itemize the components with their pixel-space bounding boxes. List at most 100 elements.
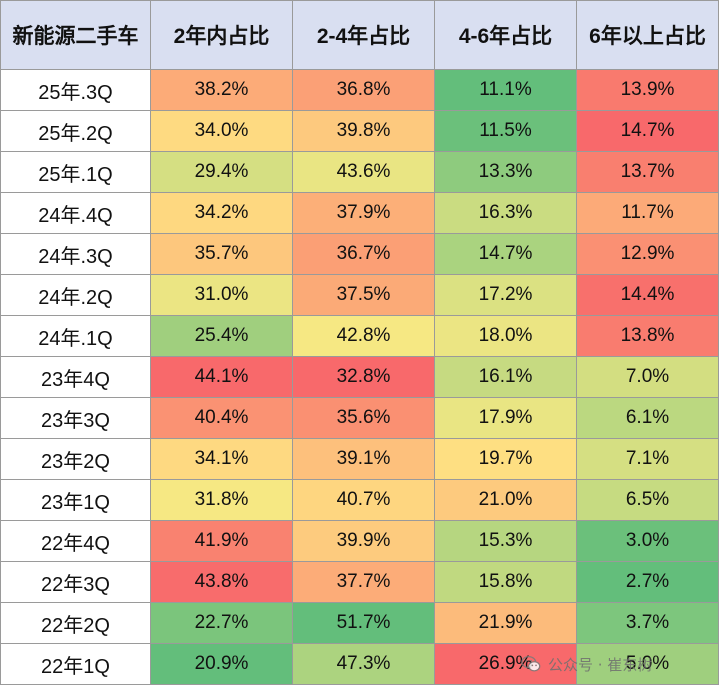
table-row: 23年4Q 44.1% 32.8% 16.1% 7.0%: [0, 356, 719, 398]
row-label: 22年4Q: [0, 520, 151, 562]
heat-cell: 19.7%: [434, 438, 577, 480]
heat-cell: 35.7%: [150, 233, 293, 275]
header-corner: 新能源二手车: [0, 0, 151, 70]
heat-cell: 29.4%: [150, 151, 293, 193]
heat-cell: 7.0%: [576, 356, 719, 398]
wechat-icon: [521, 656, 541, 672]
heat-cell: 3.0%: [576, 520, 719, 562]
row-label: 25年.3Q: [0, 69, 151, 111]
heat-cell: 15.3%: [434, 520, 577, 562]
heat-cell: 17.2%: [434, 274, 577, 316]
heat-cell: 43.8%: [150, 561, 293, 603]
heat-cell: 32.8%: [292, 356, 435, 398]
heat-cell: 40.7%: [292, 479, 435, 521]
row-label: 24年.3Q: [0, 233, 151, 275]
heat-cell: 13.3%: [434, 151, 577, 193]
table-row: 22年1Q 20.9% 47.3% 26.9% 5.0%: [0, 643, 719, 685]
row-label: 23年1Q: [0, 479, 151, 521]
heat-cell: 22.7%: [150, 602, 293, 644]
heat-cell: 36.7%: [292, 233, 435, 275]
column-header: 2-4年占比: [292, 0, 435, 70]
table-row: 22年2Q 22.7% 51.7% 21.9% 3.7%: [0, 602, 719, 644]
table-row: 24年.2Q 31.0% 37.5% 17.2% 14.4%: [0, 274, 719, 316]
watermark-text: 公众号 · 崔东树: [548, 655, 653, 674]
table-row: 22年4Q 41.9% 39.9% 15.3% 3.0%: [0, 520, 719, 562]
heat-cell: 20.9%: [150, 643, 293, 685]
heat-cell: 11.5%: [434, 110, 577, 152]
heat-cell: 13.8%: [576, 315, 719, 357]
watermark: 公众号 · 崔东树: [520, 651, 652, 677]
heat-cell: 11.1%: [434, 69, 577, 111]
heat-cell: 39.8%: [292, 110, 435, 152]
heat-cell: 34.0%: [150, 110, 293, 152]
row-label: 22年2Q: [0, 602, 151, 644]
heat-cell: 35.6%: [292, 397, 435, 439]
heat-cell: 13.9%: [576, 69, 719, 111]
heat-cell: 31.0%: [150, 274, 293, 316]
heat-cell: 11.7%: [576, 192, 719, 234]
heat-cell: 42.8%: [292, 315, 435, 357]
row-label: 23年4Q: [0, 356, 151, 398]
heat-cell: 7.1%: [576, 438, 719, 480]
heat-cell: 31.8%: [150, 479, 293, 521]
heat-cell: 37.9%: [292, 192, 435, 234]
table-row: 25年.2Q 34.0% 39.8% 11.5% 14.7%: [0, 110, 719, 152]
column-header: 6年以上占比: [576, 0, 719, 70]
heat-cell: 26.9%: [434, 643, 577, 685]
heat-cell: 5.0%: [576, 643, 719, 685]
heat-cell: 25.4%: [150, 315, 293, 357]
heat-cell: 37.5%: [292, 274, 435, 316]
row-label: 24年.1Q: [0, 315, 151, 357]
table-row: 24年.4Q 34.2% 37.9% 16.3% 11.7%: [0, 192, 719, 234]
table-row: 23年1Q 31.8% 40.7% 21.0% 6.5%: [0, 479, 719, 521]
table-row: 23年3Q 40.4% 35.6% 17.9% 6.1%: [0, 397, 719, 439]
heat-cell: 21.9%: [434, 602, 577, 644]
heat-cell: 16.3%: [434, 192, 577, 234]
heat-cell: 34.1%: [150, 438, 293, 480]
heat-cell: 14.7%: [434, 233, 577, 275]
column-header: 2年内占比: [150, 0, 293, 70]
row-label: 22年1Q: [0, 643, 151, 685]
heat-cell: 38.2%: [150, 69, 293, 111]
table-row: 24年.1Q 25.4% 42.8% 18.0% 13.8%: [0, 315, 719, 357]
heat-cell: 14.7%: [576, 110, 719, 152]
table-row: 25年.1Q 29.4% 43.6% 13.3% 13.7%: [0, 151, 719, 193]
heat-cell: 6.5%: [576, 479, 719, 521]
row-label: 25年.1Q: [0, 151, 151, 193]
heat-cell: 37.7%: [292, 561, 435, 603]
heat-cell: 12.9%: [576, 233, 719, 275]
table-row: 22年3Q 43.8% 37.7% 15.8% 2.7%: [0, 561, 719, 603]
heat-cell: 13.7%: [576, 151, 719, 193]
table-row: 23年2Q 34.1% 39.1% 19.7% 7.1%: [0, 438, 719, 480]
table-row: 24年.3Q 35.7% 36.7% 14.7% 12.9%: [0, 233, 719, 275]
row-label: 23年3Q: [0, 397, 151, 439]
column-header: 4-6年占比: [434, 0, 577, 70]
header-row: 新能源二手车 2年内占比 2-4年占比 4-6年占比 6年以上占比: [0, 0, 719, 70]
row-label: 22年3Q: [0, 561, 151, 603]
table-body: 25年.3Q 38.2% 36.8% 11.1% 13.9% 25年.2Q 34.0% 39.…: [0, 69, 719, 685]
heat-cell: 6.1%: [576, 397, 719, 439]
heat-cell: 44.1%: [150, 356, 293, 398]
row-label: 23年2Q: [0, 438, 151, 480]
heat-cell: 18.0%: [434, 315, 577, 357]
row-label: 24年.2Q: [0, 274, 151, 316]
heat-cell: 40.4%: [150, 397, 293, 439]
heat-cell: 43.6%: [292, 151, 435, 193]
heat-cell: 2.7%: [576, 561, 719, 603]
heat-cell: 36.8%: [292, 69, 435, 111]
heat-cell: 16.1%: [434, 356, 577, 398]
heat-cell: 47.3%: [292, 643, 435, 685]
heat-cell: 51.7%: [292, 602, 435, 644]
heat-cell: 39.1%: [292, 438, 435, 480]
heat-cell: 21.0%: [434, 479, 577, 521]
heat-cell: 41.9%: [150, 520, 293, 562]
heat-cell: 14.4%: [576, 274, 719, 316]
heat-cell: 34.2%: [150, 192, 293, 234]
row-label: 24年.4Q: [0, 192, 151, 234]
heat-cell: 3.7%: [576, 602, 719, 644]
heat-cell: 39.9%: [292, 520, 435, 562]
table-row: 25年.3Q 38.2% 36.8% 11.1% 13.9%: [0, 69, 719, 111]
row-label: 25年.2Q: [0, 110, 151, 152]
heat-cell: 17.9%: [434, 397, 577, 439]
